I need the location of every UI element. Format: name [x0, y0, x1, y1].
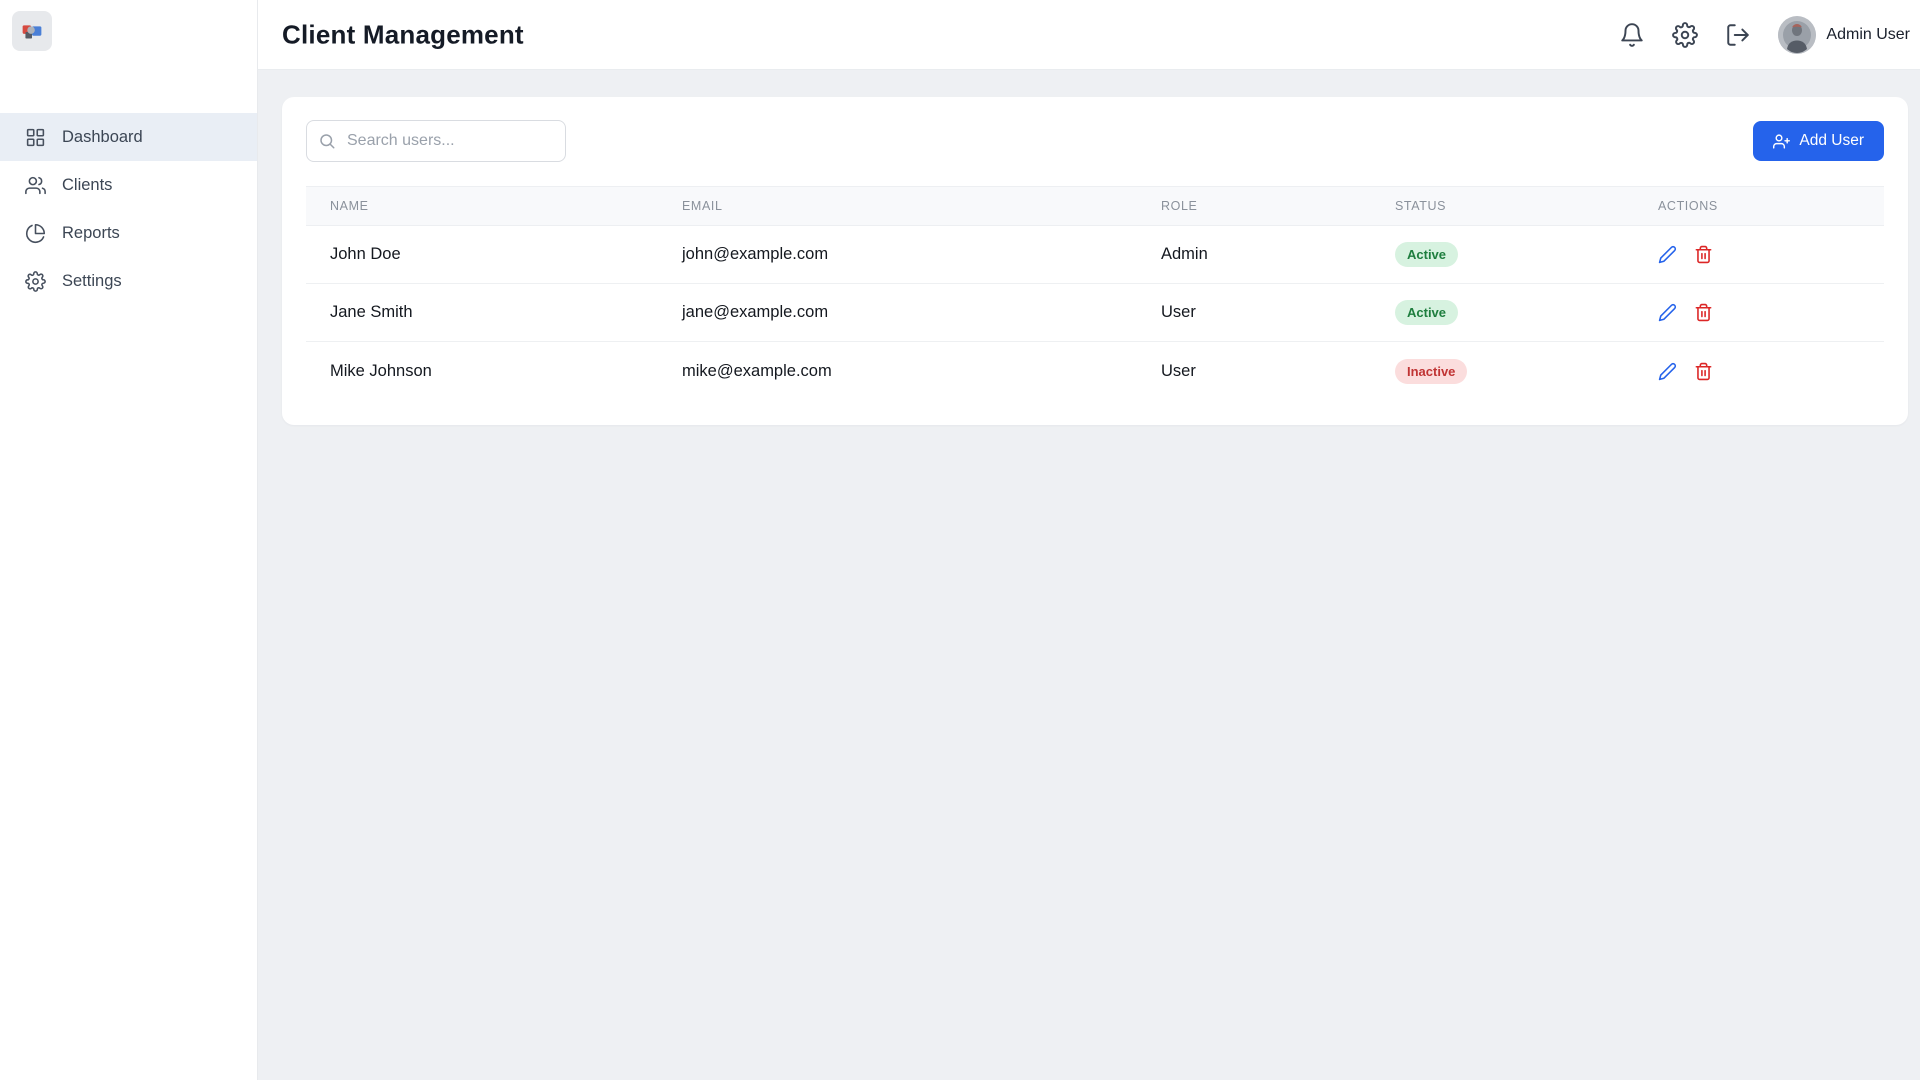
- header-actions: Admin User: [1619, 0, 1910, 70]
- edit-button[interactable]: [1658, 362, 1677, 381]
- status-badge: Active: [1395, 242, 1459, 267]
- column-header-role: ROLE: [1161, 199, 1198, 213]
- status-badge: Inactive: [1395, 358, 1468, 384]
- search-input[interactable]: [306, 120, 566, 162]
- sidebar-item-dashboard[interactable]: Dashboard: [0, 113, 257, 161]
- sidebar-item-label: Settings: [62, 271, 122, 290]
- table-row: Mike Johnson mike@example.com User Inact…: [306, 342, 1884, 400]
- app-logo[interactable]: [12, 11, 52, 51]
- table-header-row: NAME EMAIL ROLE STATUS ACTIONS: [306, 186, 1884, 226]
- top-header: Client Management: [0, 0, 1920, 70]
- sidebar-item-reports[interactable]: Reports: [0, 209, 257, 257]
- user-menu[interactable]: Admin User: [1778, 16, 1910, 54]
- sidebar-item-label: Dashboard: [62, 127, 143, 146]
- delete-button[interactable]: [1694, 245, 1713, 264]
- gear-icon: [25, 270, 46, 292]
- gear-icon: [1672, 22, 1699, 48]
- users-panel: Add User NAME EMAIL ROLE STATUS ACTIONS …: [282, 97, 1908, 425]
- sidebar-item-label: Reports: [62, 223, 120, 242]
- logout-icon: [1725, 22, 1751, 48]
- panel-toolbar: Add User: [306, 120, 1884, 162]
- cell-actions: [1634, 245, 1884, 264]
- cell-status: Active: [1371, 242, 1634, 267]
- cell-actions: [1634, 362, 1884, 381]
- column-header-email: EMAIL: [682, 199, 723, 213]
- add-user-label: Add User: [1799, 132, 1864, 149]
- cell-email: john@example.com: [682, 245, 829, 263]
- cell-name: Jane Smith: [330, 303, 413, 321]
- cell-name: John Doe: [330, 245, 401, 263]
- cell-actions: [1634, 303, 1884, 322]
- sidebar-nav: Dashboard Clients Reports: [0, 113, 257, 305]
- trash-icon: [1694, 245, 1713, 264]
- trash-icon: [1694, 303, 1713, 322]
- edit-button[interactable]: [1658, 303, 1677, 322]
- sidebar: Dashboard Clients Reports: [0, 0, 258, 1080]
- users-icon: [25, 175, 46, 196]
- trash-icon: [1694, 362, 1713, 381]
- cell-status: Active: [1371, 300, 1634, 325]
- search-field-wrap: [306, 120, 566, 162]
- pencil-icon: [1658, 303, 1677, 322]
- cell-status: Inactive: [1371, 358, 1634, 384]
- grid-icon: [25, 127, 46, 148]
- bell-icon: [1619, 22, 1645, 48]
- pie-chart-icon: [25, 223, 46, 244]
- page-title: Client Management: [282, 19, 524, 49]
- pencil-icon: [1658, 362, 1677, 381]
- user-plus-icon: [1773, 133, 1791, 150]
- column-header-name: NAME: [330, 199, 369, 213]
- column-header-actions: ACTIONS: [1658, 199, 1718, 213]
- edit-button[interactable]: [1658, 245, 1677, 264]
- column-header-status: STATUS: [1395, 199, 1447, 213]
- logo-cubes-icon: [17, 16, 47, 46]
- logout-button[interactable]: [1725, 22, 1751, 48]
- cell-role: Admin: [1161, 245, 1208, 263]
- table-row: John Doe john@example.com Admin Active: [306, 226, 1884, 284]
- cell-role: User: [1161, 361, 1196, 380]
- delete-button[interactable]: [1694, 362, 1713, 381]
- notifications-button[interactable]: [1619, 22, 1645, 48]
- sidebar-item-clients[interactable]: Clients: [0, 161, 257, 209]
- table-row: Jane Smith jane@example.com User Active: [306, 284, 1884, 342]
- sidebar-item-label: Clients: [62, 175, 113, 194]
- cell-role: User: [1161, 303, 1196, 321]
- delete-button[interactable]: [1694, 303, 1713, 322]
- sidebar-item-settings[interactable]: Settings: [0, 257, 257, 305]
- user-name: Admin User: [1826, 26, 1910, 43]
- pencil-icon: [1658, 245, 1677, 264]
- add-user-button[interactable]: Add User: [1753, 121, 1884, 161]
- cell-name: Mike Johnson: [330, 361, 432, 380]
- cell-email: mike@example.com: [682, 361, 832, 380]
- avatar: [1778, 16, 1817, 54]
- status-badge: Active: [1395, 300, 1459, 325]
- cell-email: jane@example.com: [682, 303, 829, 321]
- users-table: NAME EMAIL ROLE STATUS ACTIONS John Doe …: [306, 186, 1884, 400]
- settings-button[interactable]: [1672, 22, 1699, 48]
